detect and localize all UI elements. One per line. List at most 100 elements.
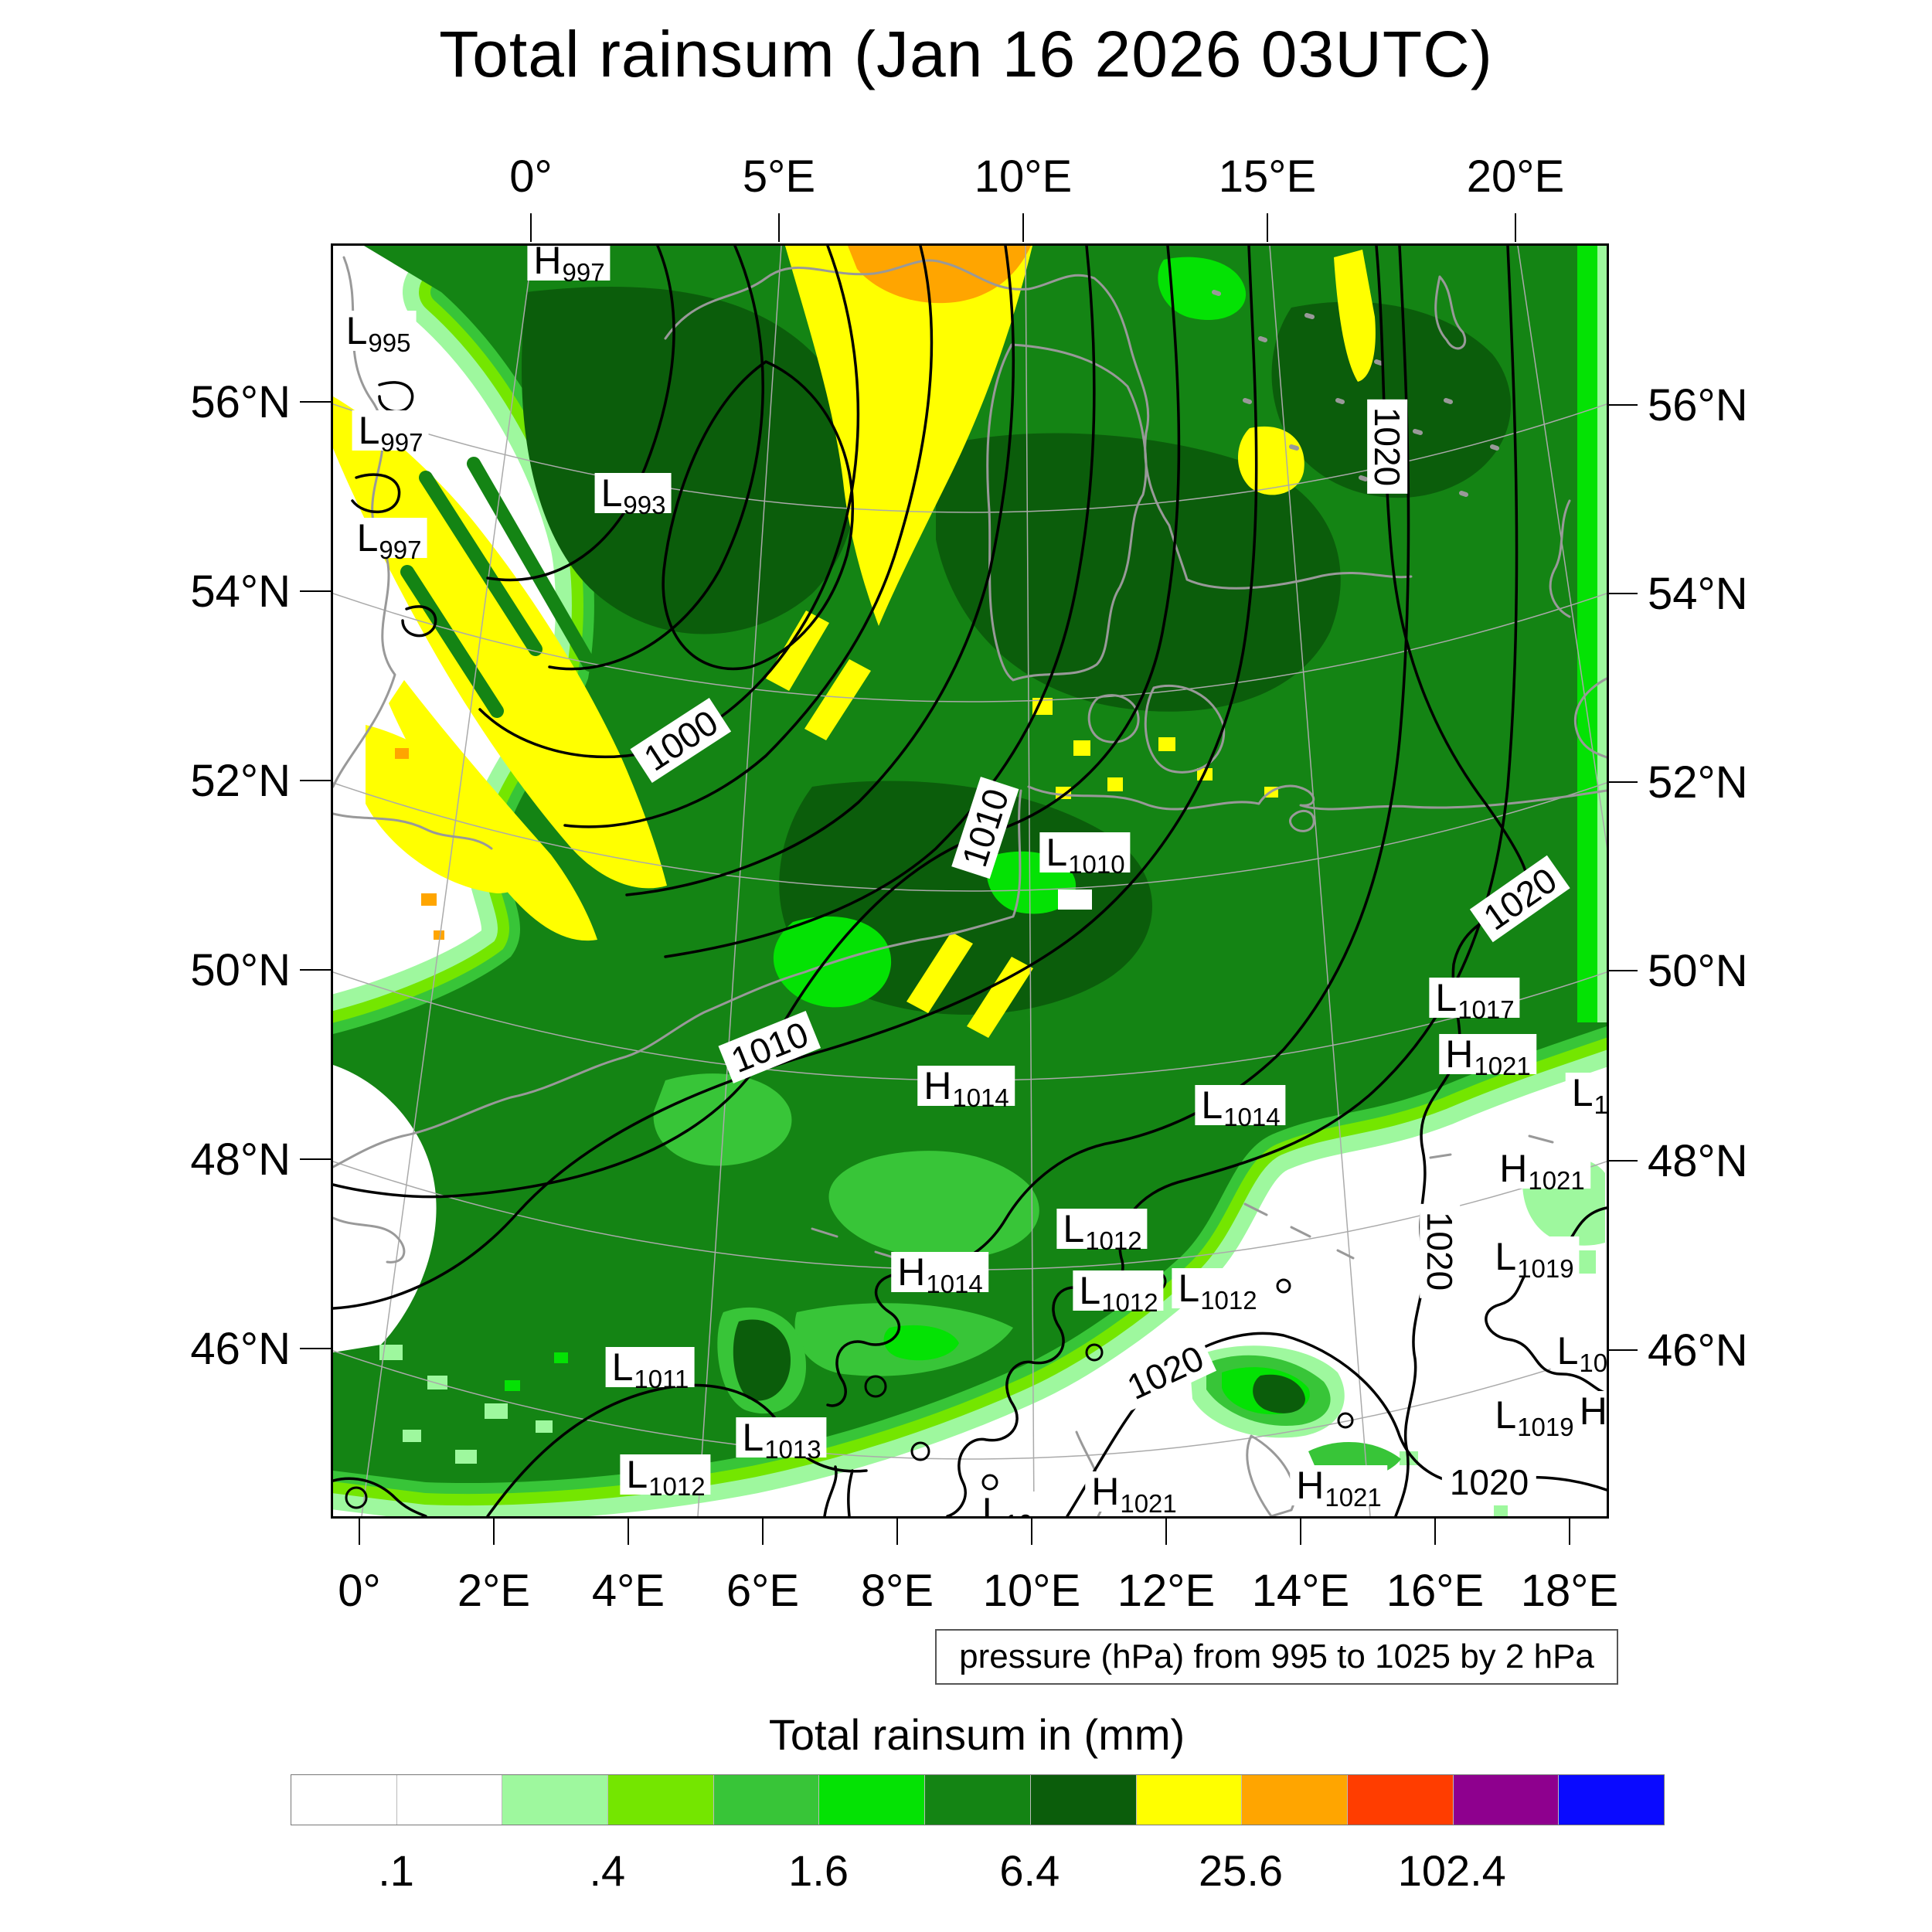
pressure-low-label: L10: [1565, 1071, 1607, 1117]
pressure-high-label: H1021: [1085, 1471, 1182, 1516]
coast-denmark: [986, 343, 1315, 832]
pressure-letter: L: [345, 309, 368, 352]
pressure-letter: L: [600, 471, 623, 515]
pressure-letter: H: [1579, 1389, 1607, 1433]
top-axis-tick: [1267, 213, 1268, 242]
pressure-high-label: H1: [1573, 1391, 1607, 1431]
bottom-axis-tick: [628, 1516, 629, 1545]
colorbar-tick-label: 25.6: [1199, 1846, 1284, 1895]
pressure-value: 997: [562, 258, 605, 287]
pressure-value: 1013: [764, 1435, 821, 1464]
pressure-letter: L: [1571, 1071, 1594, 1114]
left-axis-tick: [300, 969, 331, 971]
pressure-letter: L: [742, 1416, 764, 1459]
pressure-low-label: L1010: [1039, 831, 1131, 877]
right-axis-tick-label: 48°N: [1648, 1136, 1748, 1186]
pressure-value: 1021: [1474, 1052, 1531, 1080]
coast-scandinavia: [664, 259, 1607, 759]
top-axis-tick: [1022, 213, 1024, 242]
rain-green-slash2: [467, 457, 597, 672]
pressure-value: 1012: [1101, 1288, 1158, 1317]
isobar-value-label: 1010: [951, 776, 1019, 879]
pressure-low-label: L1012: [1056, 1209, 1148, 1253]
rain-dark-ngermany: [936, 433, 1341, 712]
rain-dark-nw: [522, 287, 859, 634]
left-axis-tick-label: 54°N: [190, 566, 291, 617]
map-label-overlay: H997L995L997L993L997L1010L1017H1021L10H1…: [333, 246, 1607, 1516]
bottom-axis-tick-label: 8°E: [860, 1566, 934, 1616]
rain-yellow-nw-patch: [366, 725, 528, 893]
right-axis-tick: [1607, 970, 1638, 971]
bottom-axis-tick: [359, 1516, 360, 1545]
rain-yellow-streak-a: [766, 611, 829, 691]
colorbar-cell-5: [819, 1775, 926, 1825]
pressure-letter: L: [1556, 1329, 1579, 1372]
bottom-axis-tick-label: 10°E: [982, 1566, 1081, 1616]
graticule-meridians: [361, 246, 1607, 1516]
isobar-small-closed: [345, 1270, 1354, 1509]
isobar-value-label: 1010: [718, 1010, 821, 1084]
pressure-value: 10: [1005, 1509, 1033, 1516]
right-axis-tick: [1607, 404, 1638, 406]
left-axis-tick-label: 56°N: [190, 377, 291, 427]
bottom-axis-tick: [1569, 1516, 1570, 1545]
colorbar-cell-0: [291, 1775, 397, 1825]
pressure-low-label: L102: [1550, 1329, 1607, 1376]
rain-green-slash1: [419, 471, 543, 656]
pressure-value: 993: [623, 491, 666, 519]
rain-medium-france: [828, 1151, 1039, 1259]
bottom-axis-tick: [493, 1516, 495, 1545]
pressure-value: 1014: [952, 1083, 1009, 1112]
top-axis-tick-label: 5°E: [742, 151, 816, 202]
pressure-low-label: L1013: [736, 1416, 827, 1462]
isobar-sw-bits: [333, 1383, 868, 1516]
isobar-1014: [826, 246, 1410, 1407]
pressure-high-label: H1021: [1493, 1148, 1590, 1193]
pressure-letter: L: [356, 516, 379, 560]
pressure-high-label: H1021: [1439, 1034, 1536, 1079]
rain-yellow-streak-c: [906, 932, 973, 1013]
pressure-letter: L: [981, 1490, 1004, 1516]
left-axis-tick: [300, 1348, 331, 1349]
rain-yellow-ne-streak: [1334, 250, 1376, 382]
rain-bright-denmark: [1158, 257, 1247, 321]
left-axis-tick-label: 50°N: [190, 945, 291, 995]
pressure-value: 10: [1594, 1090, 1607, 1119]
pressure-letter: H: [1296, 1464, 1325, 1507]
pressure-letter: L: [1201, 1083, 1223, 1127]
sea-white-biscay: [333, 1065, 437, 1352]
pressure-value: 1014: [1223, 1103, 1281, 1131]
pressure-legend-box: pressure (hPa) from 995 to 1025 by 2 hPa: [935, 1629, 1618, 1685]
pressure-value: 1021: [1528, 1166, 1585, 1195]
rain-orange-dot3: [434, 930, 444, 940]
right-axis-tick: [1607, 1349, 1638, 1351]
bottom-axis-tick: [1031, 1516, 1032, 1545]
colorbar-tick-label: 6.4: [999, 1846, 1060, 1895]
pressure-low-label: L995: [339, 309, 417, 355]
pressure-low-label: L993: [594, 471, 672, 518]
rain-orange-dot2: [421, 893, 437, 906]
bottom-axis-tick-label: 18°E: [1520, 1566, 1619, 1616]
isobar-value-label: 1020: [1366, 399, 1408, 495]
isobar-value-label: 1020: [1469, 855, 1571, 943]
rain-yellow-top-wedge: [785, 246, 1032, 626]
map-panel: H997L995L997L993L997L1010L1017H1021L10H1…: [331, 243, 1609, 1519]
top-axis-tick-label: 0°: [509, 151, 553, 202]
rain-dark-liguria: [733, 1319, 791, 1401]
top-axis-tick-label: 20°E: [1466, 151, 1565, 202]
coast-netherlands: [333, 789, 1022, 1168]
right-axis-tick-label: 52°N: [1648, 757, 1748, 808]
colorbar-cell-12: [1559, 1775, 1664, 1825]
coast-baltic-south: [1027, 784, 1607, 811]
isobar-1010-a: [333, 246, 1181, 1199]
top-axis-tick: [530, 213, 532, 242]
isobar-value-label: 1020: [1419, 1203, 1461, 1299]
pressure-letter: L: [1046, 831, 1068, 874]
colorbar-cell-8: [1136, 1775, 1243, 1825]
pressure-low-label: L997: [350, 516, 427, 563]
pressure-value: 1014: [926, 1270, 983, 1298]
top-axis-tick-label: 10°E: [974, 151, 1073, 202]
top-axis-tick-label: 15°E: [1218, 151, 1317, 202]
left-axis-tick: [300, 780, 331, 781]
pressure-value: 1012: [1085, 1226, 1142, 1255]
